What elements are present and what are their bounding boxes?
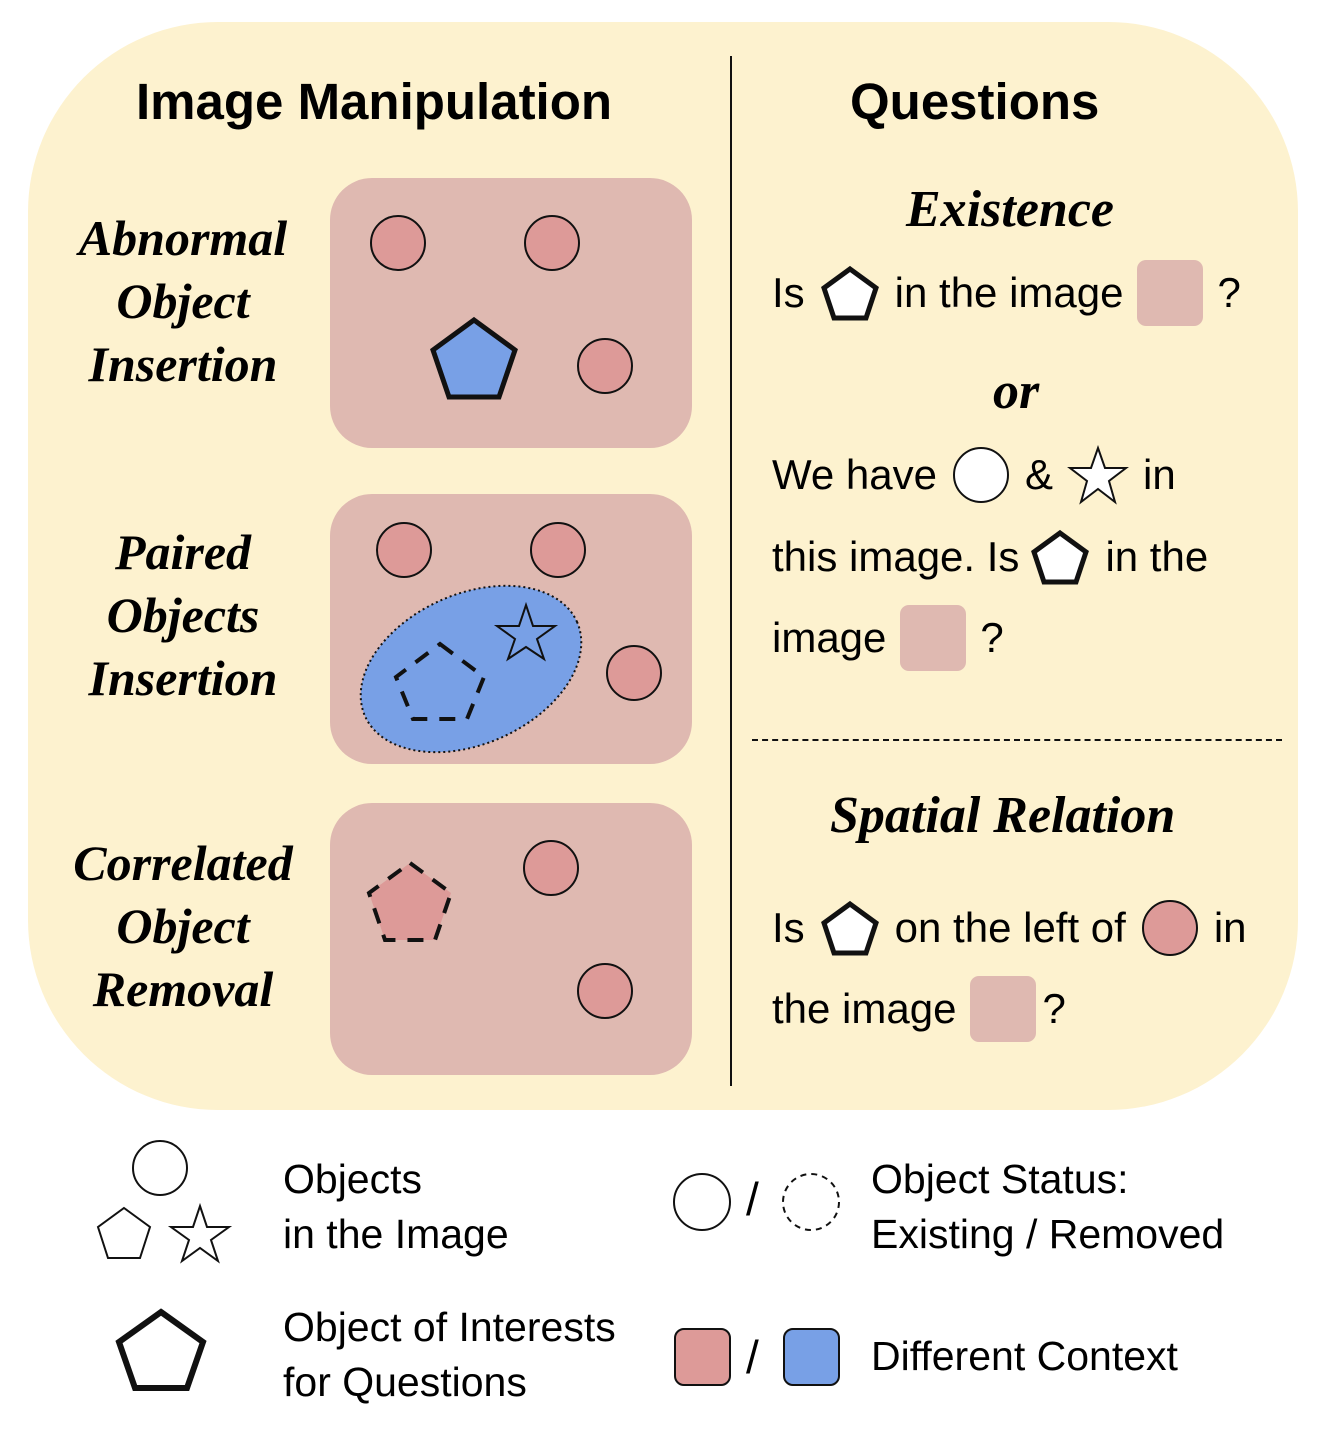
pentagon-icon [820,900,879,956]
pentagon-icon [430,316,518,400]
circle-icon [376,522,432,578]
label-line: Object [116,273,250,329]
circle-icon [577,338,633,394]
label-line: Insertion [88,336,278,392]
pentagon-icon [115,1308,207,1391]
label-line: Correlated [73,835,293,891]
legend-slash-status: / [746,1173,759,1225]
circle-icon [953,447,1009,503]
legend-line: Object Status: [871,1156,1129,1202]
context-box [970,976,1037,1042]
pentagon-icon [96,1206,152,1259]
label-line: Objects [106,587,260,643]
pink-context-icon [674,1328,731,1386]
circle-icon [606,645,662,701]
legend-line: Object of Interests [283,1304,616,1350]
question-text: ? [980,614,1004,661]
circle-icon [1141,900,1198,956]
legend-context: Different Context [871,1333,1178,1379]
legend-status: Object Status: Existing / Removed [871,1152,1224,1262]
image-box-removal [330,803,692,1075]
question-spatial-line1: Is on the left of in [772,893,1247,963]
question-text: in the image [894,269,1124,316]
star-icon [1067,445,1129,505]
label-correlated-object-removal: Correlated Object Removal [43,832,323,1021]
question-existence-2-line1: We have & in [772,440,1176,510]
legend-slash-context: / [746,1331,759,1383]
legend-line: Objects [283,1156,422,1202]
or-text: or [993,363,1040,420]
image-box-abnormal [330,178,692,448]
question-text: Is [772,904,805,951]
star-icon [167,1202,233,1264]
circle-icon [132,1140,188,1196]
circle-icon [523,840,579,896]
question-text: image [772,614,887,661]
dashed-circle-icon [782,1173,840,1231]
question-existence-1: Is in the image ? [772,258,1241,328]
circle-icon [673,1173,731,1231]
label-paired-objects-insertion: Paired Objects Insertion [43,521,323,710]
dashed-pentagon-icon [366,860,454,942]
label-abnormal-object-insertion: Abnormal Object Insertion [43,207,323,396]
circle-icon [524,215,580,271]
question-text: Is [772,269,805,316]
legend-icons [96,1140,840,1391]
legend-objects: Objects in the Image [283,1152,509,1262]
heading-questions: Questions [850,73,1100,130]
question-spatial-line2: the image ? [772,974,1066,1044]
context-box [1137,260,1204,326]
legend-interest: Object of Interests for Questions [283,1300,616,1410]
image-box-paired [330,494,692,764]
question-text: the image [772,985,957,1032]
subhead-existence: Existence [906,181,1114,238]
label-line: Object [116,898,250,954]
context-box [900,605,967,671]
question-text: We have [772,451,937,498]
blue-context-icon [783,1328,840,1386]
pentagon-icon [820,265,879,321]
label-line: Removal [92,961,274,1017]
question-text: on the left of [894,904,1126,951]
question-text: this image. Is [772,533,1020,580]
label-line: Paired [114,524,252,580]
circle-icon [370,215,426,271]
legend-line: for Questions [283,1359,527,1405]
dashed-divider [752,739,1282,741]
label-line: Insertion [88,650,278,706]
circle-icon [530,522,586,578]
question-text: & [1025,451,1054,498]
subhead-spatial-relation: Spatial Relation [830,787,1176,844]
pentagon-icon [1031,529,1090,585]
legend-line: Existing / Removed [871,1211,1225,1257]
label-line: Abnormal [78,210,288,266]
question-text: in [1213,904,1247,951]
question-existence-2-line3: image ? [772,603,1004,673]
circle-icon [577,963,633,1019]
question-existence-2-line2: this image. Is in the [772,522,1208,592]
question-text: in [1143,451,1176,498]
image-box-bg [330,178,692,448]
dashed-pentagon-icon [393,641,487,721]
question-text: in the [1105,533,1209,580]
question-text: ? [1217,269,1241,316]
star-icon [493,601,559,662]
heading-image-manipulation: Image Manipulation [136,73,613,130]
legend-line: in the Image [283,1211,509,1257]
vertical-divider [730,56,732,1086]
question-text: ? [1042,985,1066,1032]
